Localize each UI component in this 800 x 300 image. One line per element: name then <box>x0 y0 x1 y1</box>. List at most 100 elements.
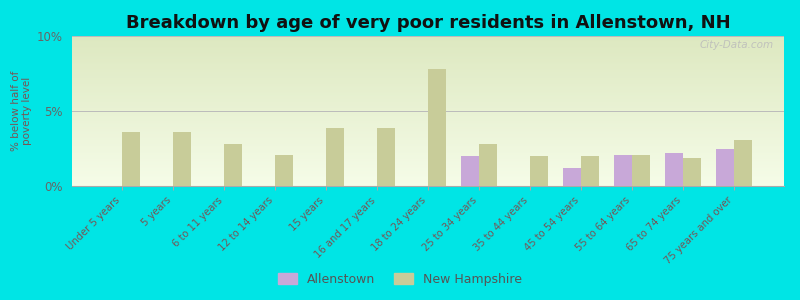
Bar <box>72 165 784 166</box>
Bar <box>734 140 752 186</box>
Bar <box>72 102 784 104</box>
Bar <box>224 144 242 186</box>
Legend: Allenstown, New Hampshire: Allenstown, New Hampshire <box>274 268 526 291</box>
Bar <box>72 90 784 92</box>
Bar <box>72 184 784 186</box>
Bar <box>72 135 784 136</box>
Bar <box>72 84 784 86</box>
Bar <box>72 132 784 134</box>
Bar <box>72 48 784 50</box>
Bar <box>72 124 784 126</box>
Bar <box>72 118 784 120</box>
Bar <box>72 66 784 68</box>
Bar <box>72 96 784 98</box>
Bar <box>72 105 784 106</box>
Bar <box>72 110 784 111</box>
Bar <box>72 134 784 135</box>
Bar <box>428 69 446 186</box>
Bar <box>72 159 784 160</box>
Bar <box>72 57 784 58</box>
Bar <box>72 69 784 70</box>
Bar <box>72 111 784 112</box>
Bar <box>72 63 784 64</box>
Bar <box>72 103 784 105</box>
Bar <box>72 130 784 132</box>
Bar <box>665 153 683 186</box>
Bar <box>72 156 784 158</box>
Bar <box>72 75 784 76</box>
Bar <box>72 152 784 153</box>
Bar <box>72 112 784 114</box>
Bar <box>72 88 784 90</box>
Bar <box>461 156 479 186</box>
Title: Breakdown by age of very poor residents in Allenstown, NH: Breakdown by age of very poor residents … <box>126 14 730 32</box>
Bar <box>72 129 784 130</box>
Bar <box>72 183 784 184</box>
Bar <box>72 68 784 69</box>
Bar <box>72 60 784 61</box>
Bar <box>72 81 784 82</box>
Bar <box>72 94 784 96</box>
Bar <box>72 153 784 154</box>
Bar <box>72 36 784 38</box>
Bar <box>72 46 784 48</box>
Bar <box>581 156 598 186</box>
Bar <box>72 50 784 51</box>
Bar <box>72 172 784 174</box>
Bar <box>72 106 784 108</box>
Bar <box>72 116 784 117</box>
Bar <box>72 140 784 141</box>
Bar <box>72 177 784 178</box>
Bar <box>72 42 784 44</box>
Bar <box>72 108 784 110</box>
Bar <box>72 61 784 63</box>
Bar <box>72 80 784 81</box>
Bar <box>72 52 784 54</box>
Bar <box>614 154 632 186</box>
Bar <box>72 38 784 39</box>
Bar <box>173 132 191 186</box>
Bar <box>72 154 784 156</box>
Bar <box>72 128 784 129</box>
Bar <box>72 117 784 118</box>
Bar <box>72 169 784 171</box>
Bar <box>72 120 784 122</box>
Bar <box>72 45 784 46</box>
Bar <box>275 154 293 186</box>
Bar <box>377 128 395 186</box>
Bar <box>72 82 784 84</box>
Bar <box>72 171 784 172</box>
Bar <box>72 74 784 75</box>
Bar <box>72 176 784 177</box>
Bar <box>72 180 784 182</box>
Bar <box>72 168 784 170</box>
Bar <box>72 76 784 78</box>
Bar <box>72 44 784 45</box>
Bar <box>72 92 784 93</box>
Bar <box>72 54 784 56</box>
Bar <box>72 58 784 60</box>
Bar <box>72 85 784 87</box>
Bar <box>72 136 784 138</box>
Bar <box>72 164 784 165</box>
Bar <box>72 56 784 57</box>
Bar <box>479 144 497 186</box>
Bar <box>716 148 734 186</box>
Bar <box>72 39 784 40</box>
Bar <box>72 146 784 147</box>
Text: City-Data.com: City-Data.com <box>699 40 774 50</box>
Bar <box>72 147 784 148</box>
Bar <box>72 93 784 94</box>
Bar <box>683 158 701 186</box>
Y-axis label: % below half of
poverty level: % below half of poverty level <box>10 71 32 151</box>
Bar <box>72 182 784 183</box>
Bar <box>72 87 784 88</box>
Bar <box>72 150 784 152</box>
Bar <box>72 51 784 52</box>
Bar <box>326 128 344 186</box>
Bar <box>72 160 784 162</box>
Bar <box>72 144 784 146</box>
Bar <box>122 132 140 186</box>
Bar <box>72 174 784 176</box>
Bar <box>72 100 784 102</box>
